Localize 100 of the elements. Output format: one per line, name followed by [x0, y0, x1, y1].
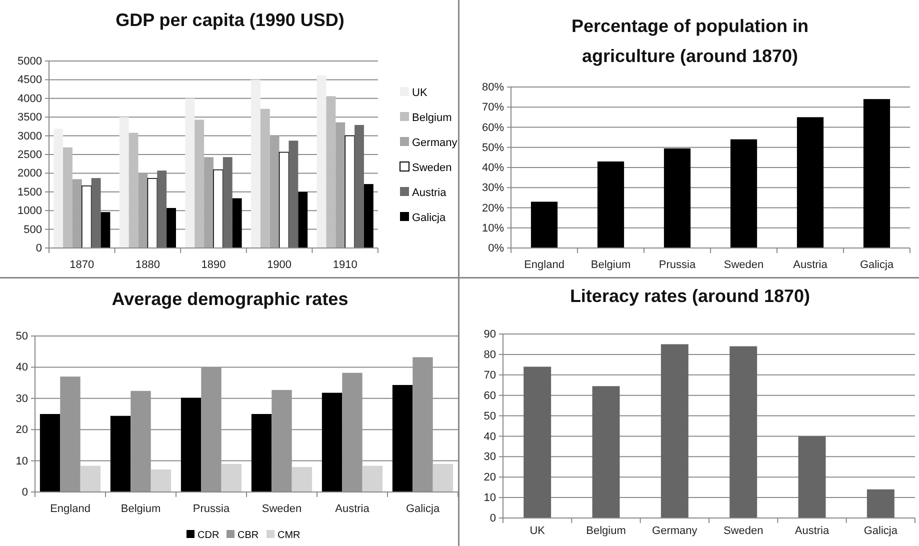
y-tick-label: 1000 [18, 205, 42, 218]
y-tick-label: 30% [482, 182, 504, 194]
x-tick-label: UK [530, 524, 546, 537]
y-tick-label: 40% [482, 162, 504, 174]
bar [597, 161, 624, 248]
x-tick-label: Austria [794, 524, 830, 537]
x-tick-label: Sweden [724, 258, 764, 271]
legend-label: UK [412, 87, 428, 99]
bar [150, 470, 172, 492]
bar [730, 346, 758, 518]
x-tick-label: Austria [335, 502, 370, 515]
x-tick-label: Galicja [860, 258, 894, 271]
bar [270, 136, 280, 248]
bar [232, 198, 242, 248]
y-tick-label: 10% [482, 222, 504, 234]
x-tick-label: Belgium [586, 524, 626, 537]
bar [798, 436, 826, 518]
y-tick-label: 30 [16, 392, 28, 405]
bar [100, 212, 110, 248]
y-tick-label: 2500 [18, 149, 42, 162]
x-tick-label: Prussia [192, 502, 230, 515]
bar [185, 98, 195, 248]
bar [63, 147, 72, 248]
y-tick-label: 0% [488, 242, 504, 255]
bar [251, 414, 272, 492]
bar [251, 80, 260, 248]
bar [194, 120, 204, 248]
bar [213, 169, 224, 248]
x-tick-label: Prussia [658, 258, 696, 271]
bar [316, 75, 326, 248]
y-tick-label: 0 [490, 512, 496, 525]
bar [432, 464, 454, 492]
bar [292, 467, 312, 492]
bar [278, 152, 290, 248]
bar [863, 99, 890, 248]
y-tick-label: 50 [16, 330, 28, 343]
bar [80, 466, 101, 492]
y-tick-label: 20 [16, 424, 28, 436]
y-tick-label: 20 [484, 472, 496, 484]
y-tick-label: 40 [16, 362, 28, 374]
y-tick-label: 80% [482, 82, 504, 94]
x-tick-label: Galicja [864, 524, 898, 537]
y-tick-label: 90 [484, 328, 496, 341]
bar [166, 208, 176, 248]
bar [530, 202, 558, 248]
y-tick-label: 4500 [18, 74, 42, 86]
y-tick-label: 3000 [18, 130, 42, 142]
bar [91, 178, 101, 248]
x-tick-label: 1880 [135, 258, 160, 271]
bar [119, 117, 129, 248]
y-tick-label: 80 [484, 348, 496, 361]
y-tick-label: 70 [484, 369, 496, 382]
y-tick-label: 3500 [18, 112, 42, 124]
bar [110, 416, 131, 492]
bar [592, 386, 620, 518]
bar [54, 128, 64, 248]
x-tick-label: Austria [793, 258, 828, 271]
legend-label: Germany [412, 137, 458, 149]
y-tick-label: 60 [484, 390, 496, 402]
bar [796, 117, 824, 248]
bar [222, 157, 232, 248]
bar [336, 122, 346, 248]
legend-label: Belgium [412, 112, 452, 124]
x-tick-label: 1900 [267, 258, 292, 271]
legend-label: Sweden [412, 162, 452, 174]
y-tick-label: 50 [484, 410, 496, 422]
bar [138, 173, 148, 248]
bar [392, 384, 413, 492]
y-tick-label: 4000 [18, 92, 42, 105]
x-tick-label: Galicja [406, 502, 440, 515]
y-tick-label: 30 [484, 451, 496, 464]
y-tick-label: 1500 [18, 186, 42, 198]
y-tick-label: 0 [36, 242, 42, 255]
x-tick-label: Belgium [120, 502, 161, 515]
bar [354, 124, 364, 248]
x-tick-label: Germany [652, 524, 698, 537]
chart-title: GDP per capita (1990 USD) [116, 10, 344, 30]
x-tick-label: England [50, 502, 90, 515]
x-tick-label: 1890 [201, 258, 226, 271]
bar [180, 398, 202, 492]
bar [664, 148, 691, 248]
legend-label: Galicja [412, 212, 447, 224]
y-tick-label: 40 [484, 430, 496, 443]
bar [128, 132, 138, 248]
bar [82, 186, 92, 248]
bar [288, 140, 298, 248]
bar [157, 170, 167, 248]
y-tick-label: 10 [16, 455, 28, 468]
x-tick-label: Belgium [590, 258, 631, 271]
bar [72, 179, 82, 248]
y-tick-label: 10 [484, 492, 496, 504]
bar [221, 464, 242, 492]
legend-label: CDR [198, 530, 220, 541]
y-tick-label: 50% [482, 142, 504, 154]
bar [866, 489, 894, 518]
bar [524, 366, 552, 518]
bar [326, 96, 336, 248]
bar [660, 344, 688, 518]
y-tick-label: 20% [482, 202, 504, 214]
y-tick-label: 70% [482, 102, 504, 114]
